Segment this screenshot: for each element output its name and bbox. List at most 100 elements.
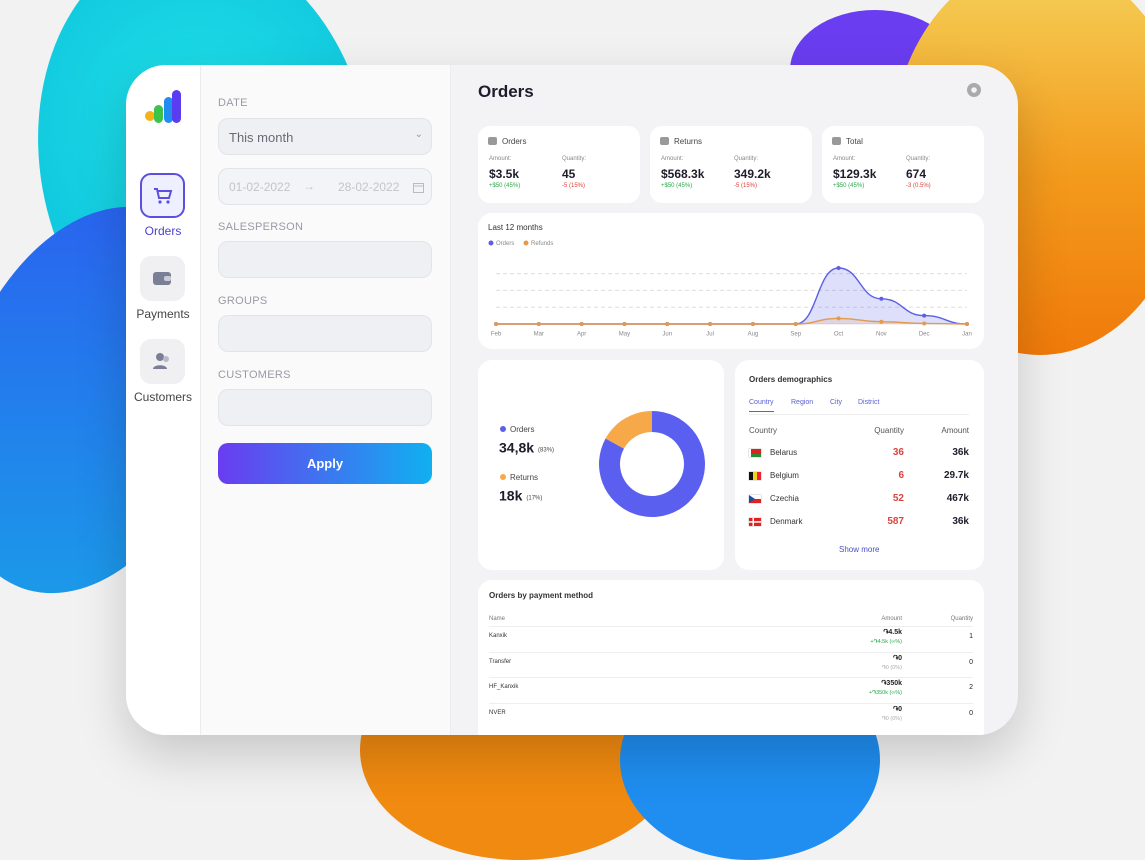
- demographics-card: Orders demographics Show more Country Reg…: [735, 360, 984, 570]
- tab[interactable]: City: [830, 399, 843, 406]
- point: [793, 322, 798, 326]
- metric-label: Quantity:: [906, 156, 931, 162]
- metric-value: 45: [562, 167, 576, 181]
- method-name: Kanxik: [489, 633, 508, 639]
- area-fill: [496, 318, 967, 324]
- metric-change: +$50 (45%): [661, 183, 693, 189]
- quantity: 52: [892, 493, 904, 504]
- quantity: 0: [969, 709, 973, 717]
- point: [922, 321, 927, 326]
- column-header: Quantity: [874, 426, 904, 435]
- date-range[interactable]: 01-02-2022 → 28-02-2022: [218, 168, 432, 205]
- show-more-link[interactable]: Show more: [839, 545, 880, 554]
- icon: [154, 188, 173, 204]
- amount: ֏350k: [881, 680, 902, 687]
- row-divider: [489, 702, 973, 704]
- nav-icon[interactable]: [140, 256, 185, 301]
- flag: [749, 518, 761, 526]
- amount-change: ֏0 (0%): [881, 664, 902, 671]
- nav-icon[interactable]: [140, 173, 185, 218]
- amount: 29.7k: [943, 470, 969, 481]
- x-tick-label: May: [619, 332, 630, 338]
- customers-input[interactable]: [218, 389, 432, 426]
- flag: [749, 449, 761, 457]
- point: [494, 322, 498, 326]
- legend-label: Refunds: [531, 241, 553, 247]
- metric-change: -3 (0.5%): [906, 183, 931, 189]
- x-tick-label: Jun: [662, 332, 672, 338]
- series-line: [496, 317, 968, 325]
- metric-label: Amount:: [661, 156, 684, 162]
- groups-input[interactable]: [218, 315, 432, 352]
- select-value: This month: [229, 130, 294, 145]
- arrow: →: [303, 179, 315, 193]
- tab[interactable]: District: [858, 399, 880, 406]
- amount: ֏0: [892, 705, 902, 713]
- x-tick-label: Sep: [790, 332, 801, 338]
- amount-change: +֏4.5k (∞%): [870, 639, 902, 645]
- summary-card: Orders Amount: $3.5k +$50 (45%) Quantity: 45 -…: [478, 126, 640, 203]
- legend-label: Returns: [510, 473, 538, 482]
- nav-icon[interactable]: [140, 339, 185, 384]
- point: [922, 313, 927, 318]
- tab[interactable]: Country: [749, 399, 774, 412]
- amount-change: ֏0 (0%): [881, 715, 902, 722]
- point: [836, 266, 841, 270]
- donut-chart: Orders 34,8k (83%) Returns 18k (17%): [499, 411, 706, 517]
- row-divider: [489, 626, 973, 627]
- chart-title: Last 12 months: [488, 223, 543, 232]
- point: [879, 319, 884, 324]
- card-icon: [832, 137, 841, 145]
- date-select[interactable]: This month ⌄: [218, 118, 432, 155]
- card-title: Returns: [674, 137, 703, 146]
- point: [879, 296, 884, 301]
- nav-label[interactable]: Payments: [136, 307, 190, 321]
- metric-change: +$50 (45%): [489, 183, 521, 189]
- donut-slice: [599, 411, 706, 517]
- card-title: Orders by payment method: [489, 591, 594, 600]
- metric-label: Quantity:: [562, 156, 587, 162]
- filter-label: GROUPS: [218, 295, 268, 307]
- x-tick-label: Nov: [876, 332, 887, 338]
- legend-label: Orders: [510, 425, 534, 434]
- method-name: HF_Kanxik: [489, 684, 519, 690]
- trend-card: Last 12 months Orders Refunds Feb Mar Apr May J…: [478, 213, 984, 349]
- point: [708, 322, 713, 326]
- settings-icon[interactable]: [965, 81, 983, 99]
- apply-button[interactable]: Apply: [218, 443, 432, 484]
- point: [622, 322, 627, 326]
- summary-card: Total Amount: $129.3k +$50 (45%) Quantity: 67…: [822, 126, 984, 203]
- legend-dot: [488, 240, 494, 246]
- chevron: ⌄: [414, 129, 423, 140]
- calendar-icon: [413, 183, 424, 193]
- salesperson-input[interactable]: [218, 241, 432, 278]
- row-divider: [489, 651, 973, 653]
- metric-change: -5 (15%): [562, 183, 586, 189]
- icon: [153, 353, 169, 369]
- column-header: Amount: [881, 616, 902, 622]
- point: [665, 322, 670, 326]
- x-tick-label: Feb: [491, 332, 502, 338]
- quantity: 1: [969, 633, 973, 640]
- metric-value: $568.3k: [661, 167, 705, 181]
- filter-label: SALESPERSON: [218, 221, 304, 233]
- metric-value: 674: [906, 167, 927, 181]
- amount: ֏0: [892, 654, 902, 662]
- quantity: 6: [898, 470, 904, 481]
- x-tick-label: Aug: [748, 332, 759, 338]
- method-name: Transfer: [489, 658, 512, 665]
- point: [579, 322, 584, 326]
- quantity: 2: [969, 684, 973, 691]
- tab[interactable]: Region: [791, 399, 814, 406]
- metric-change: -5 (15%): [734, 183, 758, 189]
- quantity: 36: [892, 447, 904, 458]
- card-title: Total: [846, 137, 863, 146]
- icon: [153, 272, 171, 285]
- page-title: Orders: [478, 82, 534, 101]
- nav-label[interactable]: Orders: [144, 224, 182, 238]
- nav-label[interactable]: Customers: [133, 390, 192, 404]
- metric-value: 349.2k: [734, 167, 771, 181]
- quantity: 0: [969, 658, 973, 666]
- x-tick-label: Jan: [962, 332, 972, 338]
- amount: 467k: [946, 493, 969, 504]
